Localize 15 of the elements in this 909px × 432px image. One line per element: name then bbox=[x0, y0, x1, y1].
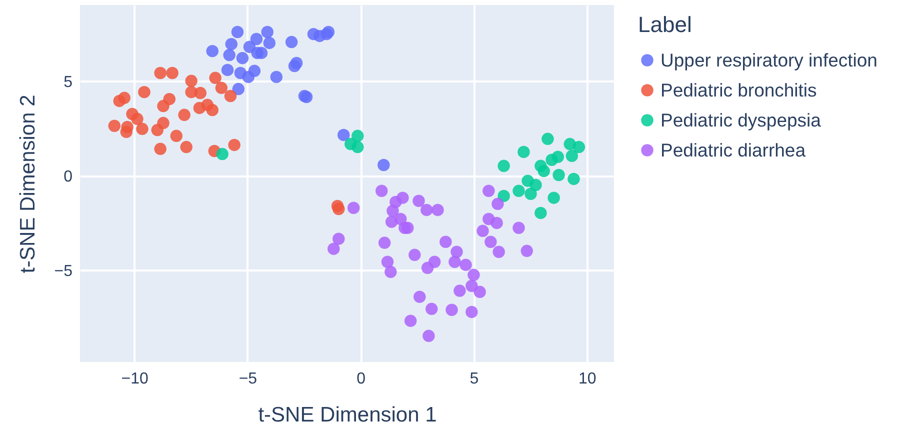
y-tick-label: 5 bbox=[64, 74, 73, 91]
legend-title: Label bbox=[638, 12, 692, 37]
x-tick-label: −5 bbox=[238, 370, 258, 388]
x-tick-label: −10 bbox=[121, 370, 148, 388]
x-tick-label: 0 bbox=[356, 370, 366, 388]
x-tick-label: 5 bbox=[470, 370, 479, 388]
legend-label: Pediatric diarrhea bbox=[660, 139, 806, 160]
legend-label: Pediatric bronchitis bbox=[660, 79, 817, 100]
x-axis-title: t-SNE Dimension 1 bbox=[258, 404, 437, 426]
y-tick-label: −5 bbox=[54, 262, 73, 280]
legend-label: Upper respiratory infection bbox=[660, 49, 878, 70]
y-tick-label: 0 bbox=[64, 168, 73, 186]
x-tick-label: 10 bbox=[578, 370, 596, 388]
y-axis-title: t-SNE Dimension 2 bbox=[16, 94, 40, 274]
legend-label: Pediatric dyspepsia bbox=[660, 109, 822, 130]
